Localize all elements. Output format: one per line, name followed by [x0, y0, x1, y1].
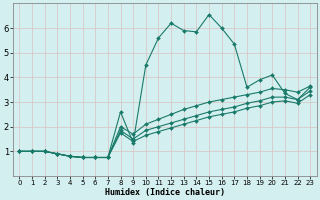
- X-axis label: Humidex (Indice chaleur): Humidex (Indice chaleur): [105, 188, 225, 197]
